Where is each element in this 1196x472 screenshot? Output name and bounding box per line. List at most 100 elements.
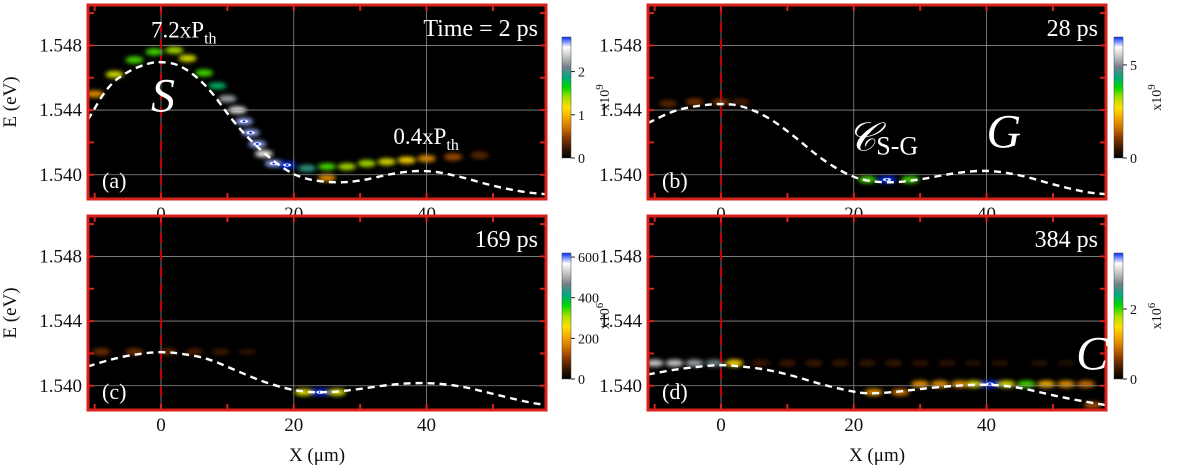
- colorbar-tick-label: 600: [578, 251, 599, 266]
- time-label: 169 ps: [475, 227, 538, 253]
- colorbar-tick-label: 0: [578, 152, 585, 167]
- emission-spot: [648, 359, 664, 367]
- plot-frame: [646, 214, 1108, 412]
- colorbar-unit-exponent: 9: [594, 84, 606, 90]
- emission-spot: [337, 163, 356, 171]
- y-tick-label: 1.544: [39, 311, 82, 332]
- annotation-text: S: [151, 70, 175, 123]
- emission-spot: [1037, 380, 1056, 388]
- y-tick-label: 1.540: [39, 376, 82, 397]
- emission-spot: [145, 48, 164, 56]
- y-tick-label: 1.548: [599, 35, 642, 56]
- annotation-pump-low: 0.4xPth: [393, 124, 459, 154]
- y-tick-label: 1.540: [39, 165, 82, 186]
- emission-spot: [858, 359, 877, 367]
- colorbar-unit-label: x109: [1146, 84, 1165, 111]
- colorbar-unit-exponent: 6: [594, 302, 606, 308]
- plot-frame: [86, 3, 548, 201]
- emission-spot: [964, 359, 983, 367]
- colorbar-unit-exponent: 9: [1146, 84, 1158, 90]
- colorbar-gradient: [561, 36, 572, 159]
- colorbar-gradient: [1113, 252, 1124, 380]
- emission-spot: [298, 164, 317, 172]
- emission-spot: [317, 163, 336, 171]
- plot-area: [648, 216, 1106, 410]
- colorbar: 0 2 x106: [1113, 252, 1165, 388]
- time-label: 384 ps: [1035, 227, 1098, 253]
- plot-background: [88, 216, 546, 410]
- emission-spot: [778, 359, 797, 367]
- potential-curve: [88, 60, 546, 196]
- colorbar: 0 200 400 600 x106: [561, 251, 613, 388]
- colorbar-tick-label: 2: [1130, 303, 1137, 318]
- colorbar-unit-base: x10: [598, 308, 613, 329]
- annotation-subscript: th: [446, 137, 458, 154]
- emission-spot: [208, 82, 227, 90]
- x-tick-label: 20: [844, 415, 863, 436]
- emission-spot: [178, 54, 197, 62]
- y-tick-label: 1.544: [39, 100, 82, 121]
- plot-frame: [86, 214, 548, 412]
- emission-spot: [665, 359, 684, 367]
- emission-spot: [911, 380, 930, 388]
- y-tick-label: 1.544: [599, 311, 642, 332]
- emission-peak-core: [885, 178, 889, 181]
- y-tick-label: 1.540: [599, 165, 642, 186]
- annotation-label-G: G: [987, 105, 1022, 158]
- colorbar-tick-label: 5: [1130, 59, 1137, 74]
- emission-spot: [92, 348, 111, 356]
- colorbar-tick-label: 400: [578, 292, 599, 307]
- potential-curve: [648, 363, 1106, 407]
- x-tick-label: 20: [284, 415, 303, 436]
- annotation-subscript: th: [204, 30, 216, 47]
- potential-curve: [88, 351, 546, 407]
- plot-area: [88, 216, 546, 410]
- emission-spot: [1077, 380, 1096, 388]
- emission-spot: [195, 69, 214, 77]
- time-label: Time = 2 ps: [423, 16, 538, 42]
- plot-background: [88, 5, 546, 199]
- panel-label: (c): [102, 379, 126, 404]
- emission-peak-core: [255, 142, 259, 146]
- colorbar-unit-exponent: 6: [1146, 302, 1158, 308]
- emission-spot: [218, 95, 237, 103]
- colorbar: 0 1 2 x109: [561, 36, 613, 167]
- colorbar-unit-label: x106: [594, 302, 613, 329]
- emission-spot: [377, 158, 396, 166]
- y-axis-label: E (eV): [0, 76, 21, 127]
- colorbar-gradient: [561, 252, 572, 380]
- colorbar-tick-label: 0: [1130, 373, 1137, 388]
- potential-curve: [648, 102, 1106, 196]
- x-tick-label: 0: [156, 415, 166, 436]
- emission-spot: [804, 359, 823, 367]
- emission-spot: [990, 359, 1009, 367]
- colorbar-unit-label: x106: [1146, 302, 1165, 329]
- annotation-text: 0.4xP: [393, 124, 446, 149]
- emission-map: [88, 46, 489, 182]
- emission-spot: [470, 151, 489, 159]
- emission-spot: [911, 359, 930, 367]
- y-axis-label: E (eV): [0, 287, 21, 338]
- x-tick-label: 40: [417, 415, 436, 436]
- emission-spot: [125, 56, 144, 64]
- emission-peak-core: [242, 120, 246, 123]
- emission-spot: [1030, 359, 1049, 367]
- emission-spot: [884, 359, 903, 367]
- emission-spot: [1057, 380, 1076, 388]
- emission-spot: [685, 98, 704, 106]
- annotation-text: C: [1076, 328, 1109, 381]
- emission-spot: [357, 159, 376, 168]
- y-tick-label: 1.548: [599, 246, 642, 267]
- emission-map: [92, 348, 346, 396]
- plot-background: [648, 216, 1106, 410]
- annotation-subscript: S-G: [876, 132, 918, 161]
- emission-spot: [238, 348, 257, 356]
- annotation-label-S: S: [151, 70, 175, 123]
- annotation-pump-high: 7.2xPth: [151, 17, 217, 47]
- emission-spot: [317, 174, 336, 182]
- annotation-label-C: C: [1076, 328, 1109, 381]
- colorbar-unit-base: x10: [1150, 90, 1165, 111]
